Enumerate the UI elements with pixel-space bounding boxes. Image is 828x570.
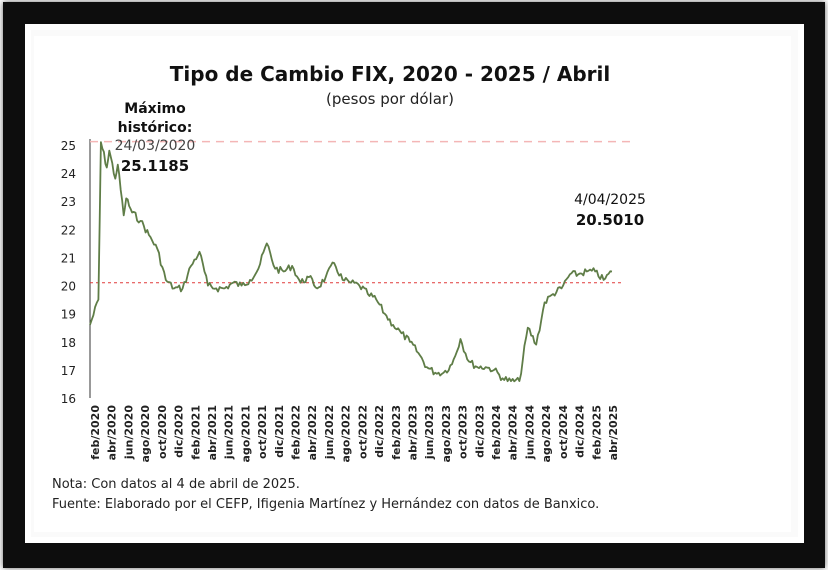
y-tick-label: 25 xyxy=(61,139,76,153)
x-tick-label: oct/2020 xyxy=(156,405,169,459)
x-tick-label: jun/2022 xyxy=(323,405,336,460)
x-tick-label: oct/2023 xyxy=(457,405,470,459)
max-date: 24/03/2020 xyxy=(114,138,196,154)
x-tick-label: abr/2021 xyxy=(206,405,219,460)
x-tick-label: oct/2022 xyxy=(356,405,369,459)
x-tick-label: ago/2020 xyxy=(139,405,152,463)
chart-panel xyxy=(34,36,791,532)
x-tick-label: feb/2023 xyxy=(390,405,403,460)
x-tick-label: feb/2022 xyxy=(290,405,303,460)
x-tick-label: jun/2023 xyxy=(423,405,436,460)
x-tick-label: dic/2022 xyxy=(373,405,386,458)
last-value: 20.5010 xyxy=(575,211,645,229)
x-tick-label: dic/2021 xyxy=(273,405,286,458)
max-label-line2: histórico: xyxy=(117,120,193,136)
chart-source: Fuente: Elaborado por el CEFP, Ifigenia … xyxy=(52,497,600,512)
x-tick-label: dic/2020 xyxy=(173,405,186,458)
x-tick-label: dic/2023 xyxy=(473,405,486,458)
y-tick-label: 17 xyxy=(61,364,76,378)
y-tick-label: 21 xyxy=(61,251,76,265)
y-tick-label: 24 xyxy=(61,167,76,181)
chart-title: Tipo de Cambio FIX, 2020 - 2025 / Abril xyxy=(169,62,611,86)
x-tick-label: ago/2022 xyxy=(340,405,353,463)
y-tick-label: 23 xyxy=(61,195,76,209)
y-tick-label: 22 xyxy=(61,223,76,237)
x-tick-label: abr/2025 xyxy=(607,405,620,460)
y-tick-label: 20 xyxy=(61,280,76,294)
x-tick-label: ago/2023 xyxy=(440,405,453,463)
chart-note: Nota: Con datos al 4 de abril de 2025. xyxy=(52,477,300,492)
x-tick-label: ago/2021 xyxy=(239,405,252,463)
max-value: 25.1185 xyxy=(120,157,190,175)
y-tick-label: 18 xyxy=(61,336,76,350)
x-tick-label: jun/2021 xyxy=(223,405,236,460)
last-date: 4/04/2025 xyxy=(574,192,646,208)
x-tick-label: feb/2024 xyxy=(490,405,503,460)
x-tick-label: feb/2021 xyxy=(189,405,202,460)
x-tick-label: abr/2020 xyxy=(106,405,119,461)
x-tick-label: jun/2024 xyxy=(524,405,537,460)
x-tick-label: oct/2024 xyxy=(557,405,570,459)
fix-series-line xyxy=(89,141,613,383)
x-tick-label: feb/2020 xyxy=(89,405,102,460)
x-tick-label: feb/2025 xyxy=(590,405,603,460)
y-tick-label: 16 xyxy=(61,392,76,406)
y-tick-label: 19 xyxy=(61,308,76,322)
x-tick-label: ago/2024 xyxy=(540,405,553,463)
x-tick-label: abr/2023 xyxy=(407,405,420,460)
max-label-line1: Máximo xyxy=(124,101,186,117)
x-tick-label: abr/2022 xyxy=(306,405,319,460)
x-tick-label: jun/2020 xyxy=(122,405,135,460)
x-tick-label: oct/2021 xyxy=(256,405,269,459)
x-tick-label: dic/2024 xyxy=(574,405,587,458)
chart-subtitle: (pesos por dólar) xyxy=(326,90,454,108)
x-tick-label: abr/2024 xyxy=(507,405,520,461)
